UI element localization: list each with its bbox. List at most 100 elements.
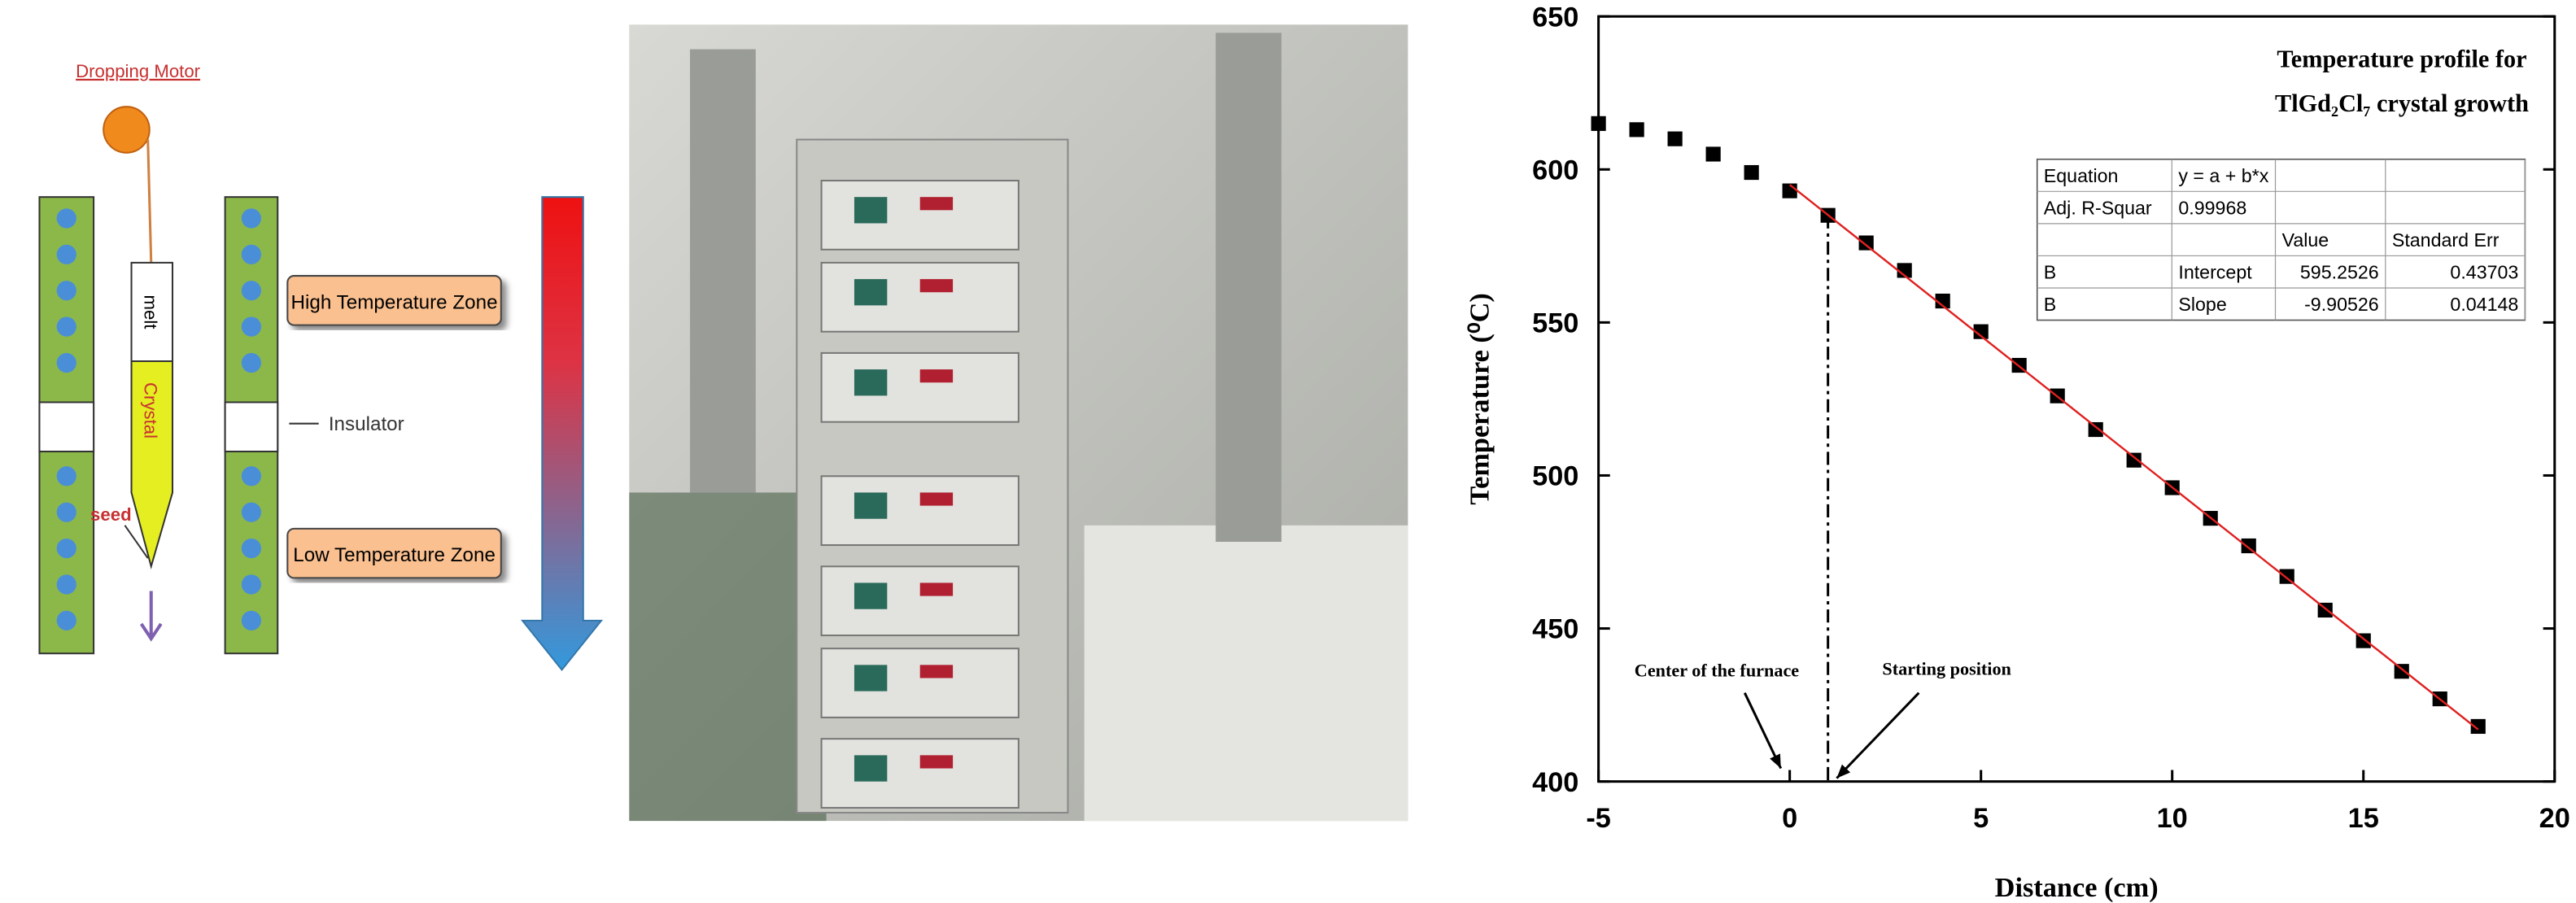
table-cell: y = a + b*x — [2178, 165, 2268, 186]
data-point — [2088, 421, 2103, 438]
plot-frame — [1597, 15, 2556, 783]
table-cell: -9.90526 — [2304, 294, 2379, 315]
x-tick-label: 5 — [1973, 803, 1989, 834]
photo-panels — [820, 179, 1019, 809]
photo-column — [690, 49, 756, 493]
heater-dot — [241, 244, 262, 264]
data-point — [1858, 235, 1874, 251]
heater-dot — [241, 502, 262, 522]
heater-dot — [241, 352, 262, 373]
heater-dot — [241, 281, 262, 301]
panel — [820, 351, 1019, 423]
data-point — [1744, 164, 1759, 181]
furnace-diagram: Dropping Motor melt Crystal seed High Te… — [38, 61, 604, 672]
heater-dot — [56, 352, 76, 373]
wire — [146, 139, 153, 263]
heater-dot — [241, 574, 262, 595]
panel — [820, 261, 1019, 333]
x-tick-label: 10 — [2157, 803, 2188, 834]
panel-display — [854, 197, 888, 224]
gradient-arrow — [520, 196, 604, 672]
high-zone-label: High Temperature Zone — [291, 291, 498, 313]
annotation-arrow — [1836, 691, 1920, 779]
heater-dot — [56, 316, 76, 337]
photo-bench — [1084, 525, 1408, 822]
x-tick-label: -5 — [1586, 803, 1611, 834]
heater-dot — [56, 244, 76, 264]
data-point — [1705, 146, 1721, 162]
data-point — [2241, 538, 2256, 554]
heater-dot — [56, 538, 76, 559]
panel-led — [919, 755, 954, 769]
heater-dot — [56, 574, 76, 595]
chart-title: Temperature profile for — [2277, 46, 2526, 73]
data-point — [2356, 633, 2371, 648]
seed-label: seed — [90, 504, 132, 525]
crystal-zone — [130, 360, 174, 570]
heater-dot — [56, 610, 76, 630]
annotation: Starting position — [1882, 658, 2011, 678]
heater-dot — [241, 208, 262, 229]
data-point — [1667, 131, 1683, 146]
y-tick-label: 500 — [1532, 461, 1578, 492]
panel-display — [854, 665, 888, 691]
panel-display — [854, 582, 888, 609]
x-tick-label: 20 — [2539, 803, 2570, 834]
y-axis-label: Temperature (⁰C) — [1464, 293, 1495, 504]
drop-arrow — [139, 591, 163, 642]
x-axis-label: Distance (cm) — [1995, 872, 2159, 903]
table-cell: 0.04148 — [2450, 294, 2518, 315]
heater-dot — [241, 538, 262, 559]
data-point — [1973, 324, 1989, 339]
insulator-left — [38, 401, 95, 453]
chart-title: TlGd₂Cl₇ crystal growth — [2275, 89, 2529, 117]
y-tick-label: 600 — [1532, 155, 1578, 185]
data-point — [1629, 122, 1644, 137]
fit-line — [1788, 184, 2479, 731]
panel — [820, 738, 1019, 809]
data-point — [1897, 263, 1912, 278]
panel — [820, 648, 1019, 718]
low-zone-label: Low Temperature Zone — [293, 544, 496, 566]
motor-label: Dropping Motor — [76, 61, 201, 81]
low-zone-box — [286, 527, 502, 579]
panel-led — [919, 197, 954, 211]
table-cell: Slope — [2178, 294, 2226, 315]
table-cell: 0.99968 — [2178, 198, 2246, 219]
annotation: Center of the furnace — [1635, 660, 1799, 680]
data-point — [2394, 664, 2409, 679]
seed-pointer — [124, 525, 149, 559]
panel — [820, 179, 1019, 251]
table-cell: Value — [2282, 229, 2329, 251]
table-cell: Intercept — [2178, 262, 2252, 283]
crystal-label: Crystal — [141, 382, 161, 438]
high-zone-box — [286, 275, 502, 326]
y-tick-label: 550 — [1532, 308, 1578, 338]
panel-display — [854, 492, 888, 519]
table-cell: Standard Err — [2392, 229, 2500, 251]
panel-led — [919, 279, 954, 293]
panel-led — [919, 582, 954, 596]
heater-dot — [241, 316, 262, 337]
fit-table — [2036, 158, 2526, 321]
heater-dot — [241, 466, 262, 486]
insulator-label: Insulator — [329, 413, 404, 435]
table-cell: Equation — [2044, 165, 2119, 186]
heater-dot — [241, 610, 262, 630]
photo-column — [1216, 33, 1281, 542]
insulator-right — [224, 401, 279, 453]
panel-display — [854, 279, 888, 306]
data-point — [2470, 718, 2486, 735]
panel — [820, 565, 1019, 637]
panel — [820, 475, 1019, 547]
arrow-head — [1770, 753, 1781, 769]
y-tick-label: 400 — [1532, 767, 1578, 798]
table-cell: 595.2526 — [2300, 262, 2379, 283]
y-tick-label: 450 — [1532, 614, 1578, 645]
data-point — [1935, 293, 1950, 309]
panel-led — [919, 665, 954, 678]
panel-led — [919, 369, 954, 383]
heater-dot — [56, 208, 76, 229]
